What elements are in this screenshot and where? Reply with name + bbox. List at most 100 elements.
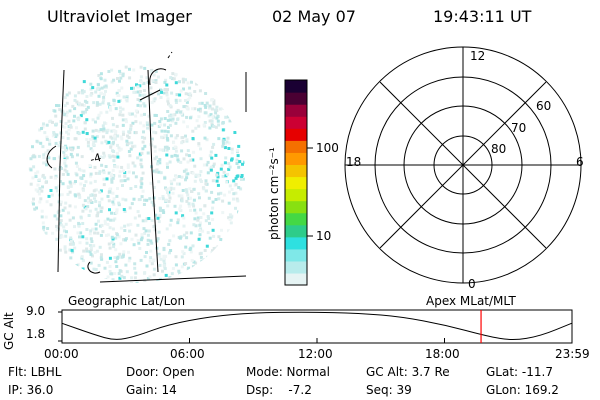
emission-pixel bbox=[37, 192, 41, 196]
emission-pixel bbox=[88, 232, 92, 236]
orbit-y-tick-min: 1.8 bbox=[26, 327, 46, 341]
emission-pixel bbox=[166, 118, 170, 122]
emission-pixel bbox=[65, 154, 68, 158]
emission-pixel bbox=[82, 80, 86, 84]
emission-pixel bbox=[111, 237, 115, 241]
emission-pixel bbox=[146, 242, 150, 246]
emission-pixel bbox=[136, 210, 140, 214]
emission-pixel bbox=[166, 138, 170, 142]
emission-pixel bbox=[180, 141, 184, 145]
emission-pixel bbox=[158, 263, 162, 267]
emission-pixel bbox=[173, 113, 177, 117]
emission-pixel bbox=[112, 245, 116, 249]
emission-pixel bbox=[147, 229, 151, 233]
emission-pixel bbox=[63, 159, 67, 162]
emission-pixel bbox=[65, 130, 69, 134]
emission-pixel bbox=[79, 168, 83, 172]
emission-pixel bbox=[150, 101, 154, 105]
emission-pixel bbox=[69, 236, 73, 240]
emission-pixel bbox=[85, 237, 89, 241]
emission-pixel bbox=[142, 203, 146, 206]
emission-pixel bbox=[236, 174, 240, 178]
info-filter: Flt: LBHL bbox=[8, 365, 62, 379]
emission-pixel bbox=[157, 92, 161, 96]
emission-pixel bbox=[126, 223, 130, 227]
emission-pixel bbox=[65, 114, 69, 118]
emission-pixel bbox=[168, 123, 172, 127]
emission-pixel bbox=[180, 149, 184, 153]
emission-pixel bbox=[32, 165, 36, 169]
emission-pixel bbox=[35, 139, 39, 143]
emission-pixel bbox=[100, 257, 104, 261]
emission-pixel bbox=[136, 156, 140, 160]
emission-pixel bbox=[185, 236, 189, 240]
emission-pixel bbox=[125, 139, 129, 143]
emission-pixel bbox=[92, 101, 96, 105]
emission-pixel bbox=[63, 146, 67, 150]
emission-pixel bbox=[199, 180, 203, 183]
emission-pixel bbox=[100, 197, 104, 201]
emission-pixel bbox=[138, 247, 142, 250]
emission-pixel bbox=[61, 146, 65, 150]
emission-pixel bbox=[111, 123, 115, 127]
emission-pixel bbox=[197, 192, 201, 196]
emission-pixel bbox=[105, 131, 109, 135]
info-gain: Gain: 14 bbox=[126, 383, 177, 397]
emission-pixel bbox=[202, 123, 206, 127]
emission-pixel bbox=[113, 256, 117, 259]
emission-pixel bbox=[136, 223, 140, 227]
emission-pixel bbox=[60, 223, 64, 227]
emission-pixel bbox=[112, 78, 116, 82]
emission-pixel bbox=[143, 231, 147, 235]
emission-pixel bbox=[138, 84, 142, 88]
emission-pixel bbox=[199, 157, 203, 161]
emission-pixel bbox=[199, 255, 203, 259]
emission-pixel bbox=[161, 197, 165, 201]
emission-pixel bbox=[163, 267, 167, 271]
emission-pixel bbox=[125, 270, 129, 274]
emission-pixel bbox=[176, 218, 180, 222]
emission-pixel bbox=[134, 175, 138, 179]
emission-pixel bbox=[80, 155, 84, 159]
emission-pixel bbox=[122, 169, 126, 173]
emission-pixel bbox=[53, 176, 57, 180]
emission-pixel bbox=[167, 242, 171, 246]
emission-pixel bbox=[133, 276, 137, 280]
emission-pixel bbox=[130, 237, 134, 241]
emission-pixel bbox=[98, 206, 102, 210]
emission-pixel bbox=[92, 267, 96, 271]
emission-pixel bbox=[105, 260, 109, 264]
emission-pixel bbox=[82, 188, 85, 192]
emission-pixel bbox=[127, 150, 131, 153]
emission-pixel bbox=[145, 121, 149, 125]
emission-pixel bbox=[31, 176, 35, 180]
emission-pixel bbox=[118, 276, 122, 280]
emission-pixel bbox=[180, 265, 184, 269]
emission-pixel bbox=[63, 96, 67, 99]
emission-pixel bbox=[119, 242, 123, 246]
emission-pixel bbox=[136, 103, 140, 107]
emission-pixel bbox=[36, 189, 40, 193]
emission-pixel bbox=[124, 238, 127, 242]
emission-pixel bbox=[114, 236, 118, 240]
emission-pixel bbox=[150, 218, 154, 222]
emission-pixel bbox=[146, 126, 150, 130]
emission-pixel bbox=[38, 128, 42, 132]
emission-pixel bbox=[149, 70, 153, 74]
emission-pixel bbox=[102, 151, 106, 155]
emission-pixel bbox=[81, 130, 85, 134]
emission-pixel bbox=[153, 145, 157, 149]
emission-pixel bbox=[120, 137, 124, 141]
emission-pixel bbox=[221, 211, 225, 215]
emission-pixel bbox=[94, 207, 98, 211]
emission-pixel bbox=[55, 104, 58, 107]
emission-pixel bbox=[103, 78, 107, 82]
emission-pixel bbox=[163, 117, 167, 120]
emission-pixel bbox=[204, 182, 208, 186]
emission-pixel bbox=[189, 246, 193, 250]
emission-pixel bbox=[146, 238, 150, 242]
emission-pixel bbox=[197, 115, 201, 119]
emission-pixel bbox=[108, 246, 112, 250]
emission-pixel bbox=[144, 229, 148, 233]
